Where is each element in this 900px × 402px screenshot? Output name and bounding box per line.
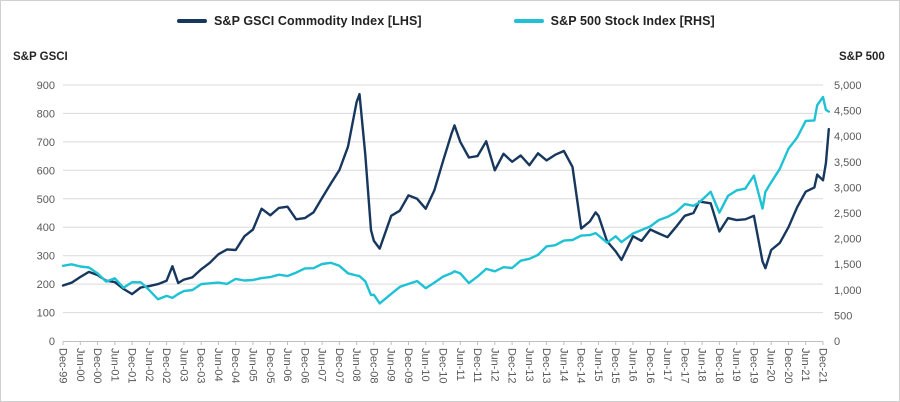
svg-text:Dec-06: Dec-06 (298, 348, 310, 383)
svg-text:400: 400 (37, 222, 55, 234)
svg-text:200: 200 (37, 279, 55, 291)
svg-text:Jun-11: Jun-11 (454, 348, 466, 381)
svg-text:Jun-10: Jun-10 (419, 348, 431, 382)
legend-label-gsci: S&P GSCI Commodity Index [LHS] (214, 14, 422, 28)
svg-text:1,500: 1,500 (834, 259, 862, 271)
svg-text:Jun-09: Jun-09 (385, 348, 397, 382)
svg-text:Dec-21: Dec-21 (817, 348, 829, 383)
gsci-line (61, 92, 830, 296)
svg-text:Jun-17: Jun-17 (661, 348, 673, 382)
svg-text:3,500: 3,500 (834, 157, 862, 169)
left-axis-labels: 0 100 200 300 400 500 600 700 800 900 (37, 80, 55, 348)
legend: S&P GSCI Commodity Index [LHS] S&P 500 S… (177, 14, 715, 28)
legend-item-spx: S&P 500 Stock Index [RHS] (513, 14, 715, 28)
svg-text:500: 500 (834, 310, 852, 322)
svg-text:Jun-15: Jun-15 (592, 348, 604, 382)
spx-line (61, 95, 830, 305)
svg-text:Dec-18: Dec-18 (713, 348, 725, 383)
gsci-line-swatch-icon (177, 19, 207, 23)
svg-text:Jun-12: Jun-12 (488, 348, 500, 382)
svg-text:Dec-15: Dec-15 (609, 348, 621, 383)
svg-text:Dec-12: Dec-12 (506, 348, 518, 383)
svg-text:Jun-18: Jun-18 (696, 348, 708, 382)
svg-text:Jun-00: Jun-00 (74, 348, 86, 382)
svg-text:100: 100 (37, 308, 55, 320)
svg-text:Jun-04: Jun-04 (212, 348, 224, 382)
svg-text:500: 500 (37, 194, 55, 206)
svg-text:Dec-11: Dec-11 (471, 348, 483, 383)
svg-text:Dec-13: Dec-13 (540, 348, 552, 383)
svg-text:Dec-00: Dec-00 (91, 348, 103, 383)
svg-text:Jun-03: Jun-03 (177, 348, 189, 382)
legend-item-gsci: S&P GSCI Commodity Index [LHS] (177, 14, 422, 28)
svg-text:0: 0 (834, 336, 840, 348)
svg-text:800: 800 (37, 108, 55, 120)
svg-text:900: 900 (37, 80, 55, 92)
svg-text:0: 0 (49, 336, 55, 348)
svg-text:Dec-08: Dec-08 (367, 348, 379, 383)
svg-text:Jun-06: Jun-06 (281, 348, 293, 382)
x-axis (62, 341, 824, 345)
svg-text:Jun-02: Jun-02 (143, 348, 155, 382)
svg-text:Dec-03: Dec-03 (195, 348, 207, 383)
svg-text:5,000: 5,000 (834, 80, 862, 92)
svg-text:Jun-16: Jun-16 (627, 348, 639, 382)
right-axis-title: S&P 500 (839, 51, 885, 63)
svg-text:3,000: 3,000 (834, 182, 862, 194)
spx-line-swatch-icon (513, 19, 544, 23)
svg-text:Dec-05: Dec-05 (264, 348, 276, 383)
right-axis-labels: 0 500 1,000 1,500 2,000 2,500 3,000 3,500 4,000 4… (834, 80, 862, 348)
svg-text:Jun-21: Jun-21 (799, 348, 811, 382)
svg-text:Dec-02: Dec-02 (160, 348, 172, 383)
svg-text:Jun-14: Jun-14 (557, 348, 569, 382)
svg-text:600: 600 (37, 165, 55, 177)
gridlines (63, 84, 823, 314)
svg-text:Dec-10: Dec-10 (437, 348, 449, 383)
svg-text:Jun-19: Jun-19 (730, 348, 742, 382)
left-axis-title: S&P GSCI (13, 51, 68, 63)
legend-label-spx: S&P 500 Stock Index [RHS] (550, 14, 715, 28)
svg-text:300: 300 (37, 251, 55, 263)
svg-text:Jun-01: Jun-01 (108, 348, 120, 382)
svg-text:Jun-07: Jun-07 (316, 348, 328, 382)
svg-text:Jun-13: Jun-13 (523, 348, 535, 382)
svg-text:Dec-16: Dec-16 (644, 348, 656, 383)
svg-text:Dec-14: Dec-14 (575, 348, 587, 383)
svg-text:Dec-20: Dec-20 (782, 348, 794, 383)
svg-text:Dec-19: Dec-19 (747, 348, 759, 383)
svg-text:Dec-04: Dec-04 (229, 348, 241, 383)
svg-text:1,000: 1,000 (834, 285, 862, 297)
svg-text:Dec-07: Dec-07 (333, 348, 345, 383)
svg-text:Dec-99: Dec-99 (57, 348, 69, 383)
svg-text:2,000: 2,000 (834, 234, 862, 246)
svg-text:Jun-20: Jun-20 (765, 348, 777, 382)
svg-text:4,500: 4,500 (834, 106, 862, 118)
svg-text:Dec-01: Dec-01 (126, 348, 138, 383)
svg-text:2,500: 2,500 (834, 208, 862, 220)
svg-text:Jun-05: Jun-05 (247, 348, 259, 382)
svg-text:700: 700 (37, 137, 55, 149)
svg-text:Dec-17: Dec-17 (678, 348, 690, 383)
svg-text:Jun-08: Jun-08 (350, 348, 362, 382)
svg-text:4,000: 4,000 (834, 131, 862, 143)
x-axis-labels: Dec-99 Jun-00 Dec-00 Jun-01 Dec-01 Jun-02 Dec-… (57, 348, 829, 383)
svg-text:Dec-09: Dec-09 (402, 348, 414, 383)
